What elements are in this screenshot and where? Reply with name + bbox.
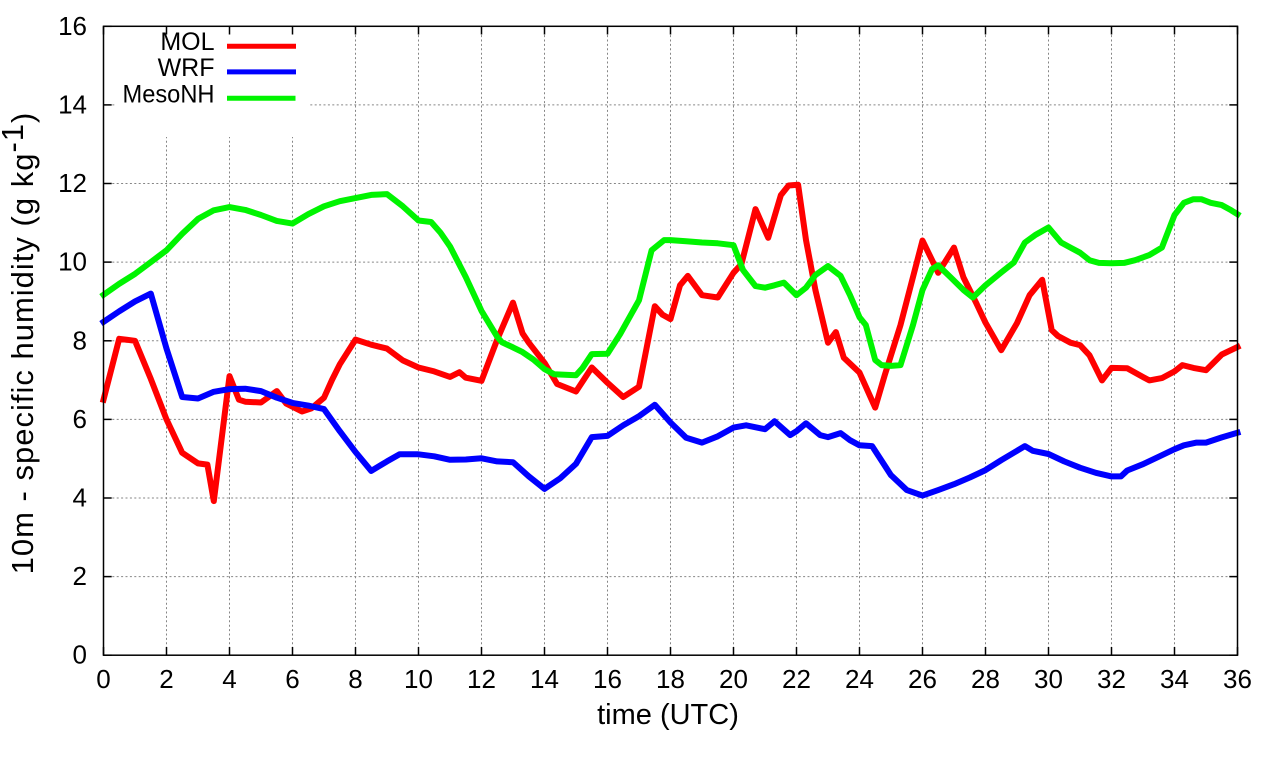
svg-text:4: 4 xyxy=(73,483,87,513)
svg-text:34: 34 xyxy=(1160,664,1189,694)
svg-text:20: 20 xyxy=(719,664,748,694)
svg-text:0: 0 xyxy=(73,640,87,670)
svg-text:WRF: WRF xyxy=(158,54,215,82)
svg-text:10m - specific humidity (g kg-: 10m - specific humidity (g kg-1) xyxy=(0,112,40,575)
svg-text:36: 36 xyxy=(1223,664,1252,694)
svg-text:22: 22 xyxy=(782,664,811,694)
svg-text:MesoNH: MesoNH xyxy=(123,81,215,109)
svg-text:4: 4 xyxy=(222,664,236,694)
svg-text:26: 26 xyxy=(908,664,937,694)
svg-text:12: 12 xyxy=(58,168,87,198)
svg-text:time (UTC): time (UTC) xyxy=(597,699,739,731)
svg-text:24: 24 xyxy=(845,664,874,694)
svg-text:6: 6 xyxy=(285,664,299,694)
svg-text:0: 0 xyxy=(96,664,110,694)
svg-text:8: 8 xyxy=(348,664,362,694)
svg-text:MOL: MOL xyxy=(160,28,214,56)
svg-text:14: 14 xyxy=(530,664,559,694)
svg-text:12: 12 xyxy=(467,664,496,694)
svg-text:14: 14 xyxy=(58,89,87,119)
svg-text:28: 28 xyxy=(971,664,1000,694)
svg-text:10: 10 xyxy=(58,247,87,277)
svg-text:2: 2 xyxy=(73,561,87,591)
svg-text:18: 18 xyxy=(656,664,685,694)
svg-text:32: 32 xyxy=(1097,664,1126,694)
svg-text:30: 30 xyxy=(1034,664,1063,694)
svg-text:2: 2 xyxy=(159,664,173,694)
svg-text:16: 16 xyxy=(593,664,622,694)
svg-text:8: 8 xyxy=(73,325,87,355)
svg-text:6: 6 xyxy=(73,404,87,434)
svg-text:10: 10 xyxy=(404,664,433,694)
svg-text:16: 16 xyxy=(58,11,87,41)
